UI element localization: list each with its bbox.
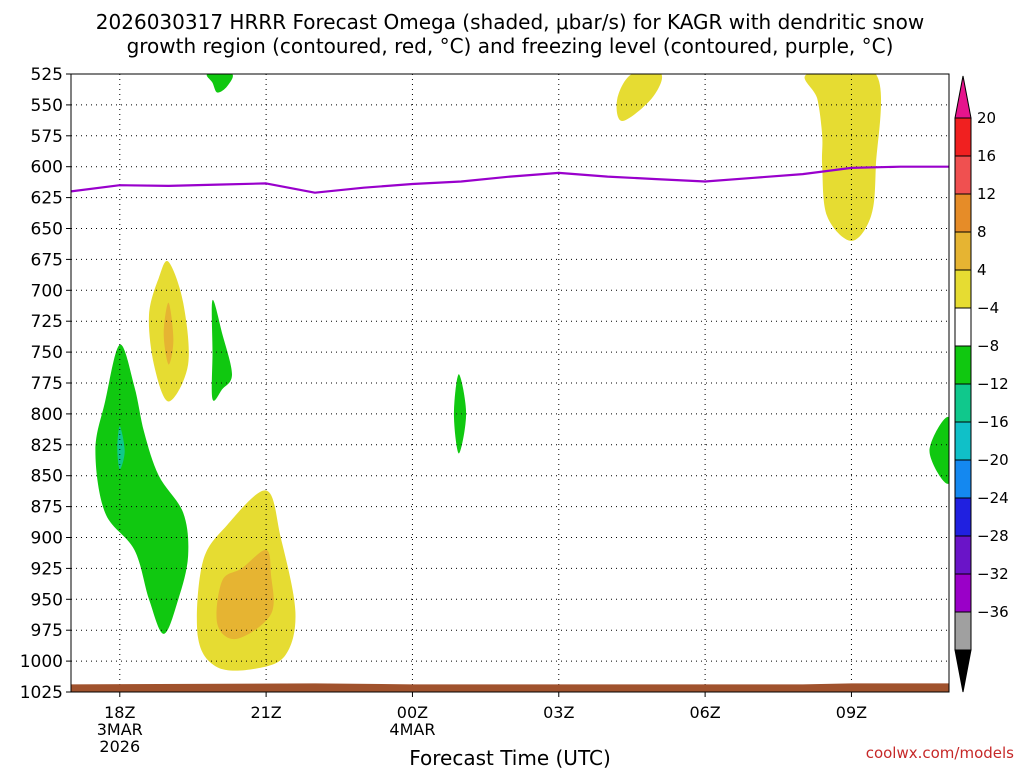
y-tick-label-850: 850 [31,467,63,487]
omega-region-3 [117,426,125,470]
colorbar-label--16: −16 [977,413,1009,431]
x-tick-label-06Z: 06Z [689,703,720,722]
x-tick-sublabel-2026: 2026 [99,737,140,756]
colorbar-segment-7 [954,345,972,385]
x-axis-label: Forecast Time (UTC) [409,746,611,768]
colorbar-label--36: −36 [977,603,1009,621]
y-tick-label-925: 925 [31,559,63,579]
y-tick-label-650: 650 [31,220,63,240]
colorbar-bottom-arrow [954,649,972,693]
colorbar-label--12: −12 [977,375,1009,393]
x-tick-label-03Z: 03Z [543,703,574,722]
dotted-grid [71,74,949,692]
colorbar-label-12: 12 [977,185,996,203]
omega-region-7 [616,74,662,121]
x-tick-label-09Z: 09Z [836,703,867,722]
colorbar-segment-4 [954,231,972,271]
chart-title-line-1: 2026030317 HRRR Forecast Omega (shaded, … [96,10,924,34]
colorbar-label--32: −32 [977,565,1009,583]
y-tick-label-750: 750 [31,343,63,363]
y-tick-label-575: 575 [31,127,63,147]
y-tick-label-700: 700 [31,281,63,301]
y-tick-label-600: 600 [31,158,63,178]
surface-band [71,683,949,692]
y-tick-label-625: 625 [31,189,63,209]
y-tick-label-1000: 1000 [20,652,63,672]
colorbar-label-8: 8 [977,223,987,241]
colorbar-segment-9 [954,421,972,461]
x-tick-label-21Z: 21Z [250,703,281,722]
omega-region-4 [211,299,232,401]
colorbar-label--20: −20 [977,451,1009,469]
y-tick-label-725: 725 [31,312,63,332]
colorbar-label--28: −28 [977,527,1009,545]
colorbar-segment-10 [954,459,972,499]
colorbar-label--24: −24 [977,489,1009,507]
omega-region-1 [206,74,233,93]
y-tick-label-950: 950 [31,590,63,610]
colorbar-segment-13 [954,573,972,613]
y-tick-label-875: 875 [31,498,63,518]
y-tick-label-675: 675 [31,250,63,270]
omega-region-8 [804,74,881,241]
y-axis-pressure: 525 550 575 600 625 650 675 700 725 750 775 800 825 8… [20,65,71,703]
colorbar-label-16: 16 [977,147,996,165]
colorbar-segment-5 [954,269,972,309]
x-tick-label-18Z: 18Z [104,703,135,722]
colorbar-label-4: 4 [977,261,987,279]
omega-region-5 [453,374,467,454]
x-tick-sublabel-4MAR: 4MAR [389,720,435,739]
chart-title-line-2: growth region (contoured, red, °C) and f… [127,34,894,58]
freezing-level-contour [71,165,949,194]
colorbar-label--8: −8 [977,337,999,355]
omega-region-6 [929,417,949,484]
colorbar-segment-11 [954,497,972,537]
y-tick-label-975: 975 [31,621,63,641]
y-tick-label-900: 900 [31,529,63,549]
colorbar-segment-12 [954,535,972,575]
colorbar-segment-1 [954,117,972,157]
colorbar-legend: 20 16 12 8 4 −4 −8 −12 −16 −20 −24 −28 −32 −36 [954,75,1009,693]
x-tick-sublabel-3MAR: 3MAR [97,720,143,739]
y-tick-label-800: 800 [31,405,63,425]
y-tick-label-1025: 1025 [20,683,63,703]
colorbar-segment-8 [954,383,972,423]
x-tick-label-00Z: 00Z [397,703,428,722]
y-tick-label-550: 550 [31,96,63,116]
omega-region-10 [163,302,174,365]
y-tick-label-525: 525 [31,65,63,85]
colorbar-segment-6 [954,307,972,347]
colorbar-segment-2 [954,155,972,195]
colorbar-label--4: −4 [977,299,999,317]
omega-region-2 [95,344,189,634]
omega-region-12 [216,549,274,640]
surface-terrain [71,683,949,692]
omega-shaded-regions [95,74,949,671]
y-tick-label-825: 825 [31,436,63,456]
freezing-level-line [71,165,949,194]
colorbar-label-20: 20 [977,109,996,127]
y-tick-label-775: 775 [31,374,63,394]
colorbar-segment-14 [954,611,972,651]
credit-text: coolwx.com/models [866,744,1014,762]
colorbar-segment-3 [954,193,972,233]
